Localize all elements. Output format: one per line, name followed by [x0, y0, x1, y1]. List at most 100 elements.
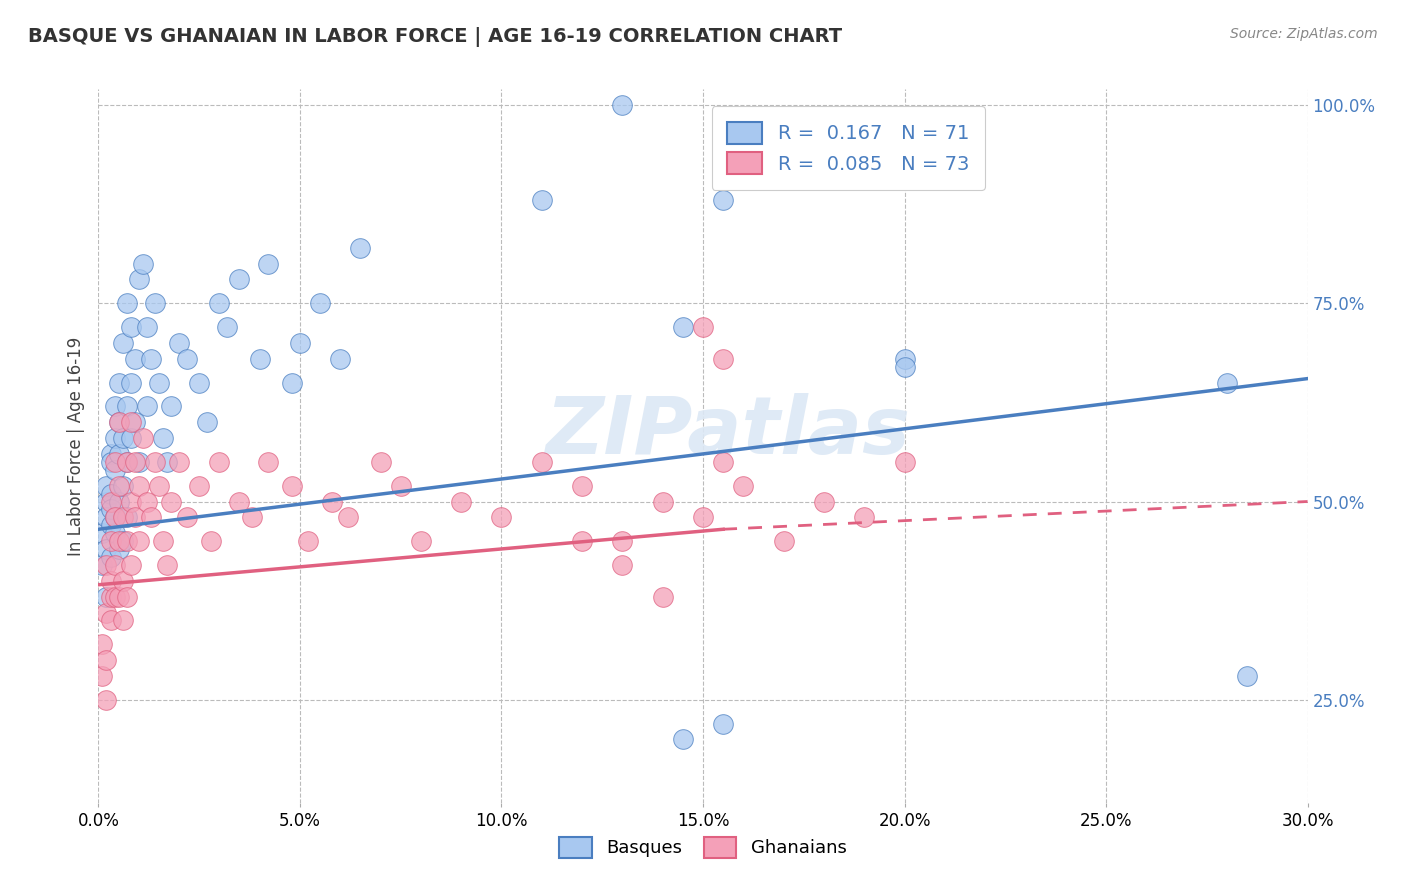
Point: [100, 574, 122, 588]
Point: [103, 510, 125, 524]
Point: [107, 590, 129, 604]
Point: [100, 455, 122, 469]
Legend: Basques, Ghanaians: Basques, Ghanaians: [553, 830, 853, 865]
Point: [132, 257, 155, 271]
Point: [96, 590, 118, 604]
Point: [100, 494, 122, 508]
Point: [96, 478, 118, 492]
Point: [107, 415, 129, 429]
Point: [281, 376, 304, 390]
Text: Source: ZipAtlas.com: Source: ZipAtlas.com: [1230, 27, 1378, 41]
Point: [100, 447, 122, 461]
Point: [152, 534, 174, 549]
Point: [188, 376, 211, 390]
Point: [297, 534, 319, 549]
Point: [115, 296, 138, 310]
Point: [100, 534, 122, 549]
Point: [321, 494, 343, 508]
Point: [100, 549, 122, 564]
Point: [148, 478, 170, 492]
Point: [107, 376, 129, 390]
Point: [893, 359, 915, 374]
Point: [409, 534, 432, 549]
Point: [103, 590, 125, 604]
Point: [103, 463, 125, 477]
Point: [337, 510, 360, 524]
Point: [672, 732, 695, 747]
Point: [139, 351, 162, 366]
Point: [160, 494, 183, 508]
Point: [111, 510, 134, 524]
Point: [167, 455, 190, 469]
Point: [208, 296, 231, 310]
Point: [103, 431, 125, 445]
Point: [103, 558, 125, 572]
Point: [651, 590, 673, 604]
Point: [124, 351, 146, 366]
Point: [124, 455, 146, 469]
Point: [128, 455, 150, 469]
Point: [120, 415, 142, 429]
Point: [115, 455, 138, 469]
Point: [107, 534, 129, 549]
Point: [450, 494, 472, 508]
Point: [135, 494, 157, 508]
Point: [115, 510, 138, 524]
Point: [135, 320, 157, 334]
Point: [143, 455, 166, 469]
Text: ZIPatlas: ZIPatlas: [544, 392, 910, 471]
Point: [893, 351, 915, 366]
Point: [571, 534, 593, 549]
Point: [100, 590, 122, 604]
Point: [107, 447, 129, 461]
Point: [103, 526, 125, 541]
Point: [120, 376, 142, 390]
Point: [120, 494, 142, 508]
Point: [692, 320, 714, 334]
Point: [115, 455, 138, 469]
Point: [124, 415, 146, 429]
Point: [692, 510, 714, 524]
Point: [96, 510, 118, 524]
Y-axis label: In Labor Force | Age 16-19: In Labor Force | Age 16-19: [66, 336, 84, 556]
Point: [148, 376, 170, 390]
Point: [124, 510, 146, 524]
Point: [115, 534, 138, 549]
Point: [128, 272, 150, 286]
Text: BASQUE VS GHANAIAN IN LABOR FORCE | AGE 16-19 CORRELATION CHART: BASQUE VS GHANAIAN IN LABOR FORCE | AGE …: [28, 27, 842, 46]
Point: [612, 534, 634, 549]
Point: [612, 98, 634, 112]
Point: [208, 455, 231, 469]
Point: [228, 494, 250, 508]
Point: [156, 455, 179, 469]
Point: [281, 478, 304, 492]
Point: [91, 637, 114, 651]
Point: [256, 257, 278, 271]
Point: [389, 478, 412, 492]
Point: [711, 455, 734, 469]
Point: [853, 510, 876, 524]
Point: [96, 692, 118, 706]
Point: [96, 494, 118, 508]
Point: [195, 415, 218, 429]
Point: [893, 455, 915, 469]
Point: [96, 606, 118, 620]
Point: [96, 653, 118, 667]
Point: [200, 534, 222, 549]
Point: [111, 574, 134, 588]
Point: [188, 478, 211, 492]
Point: [111, 614, 134, 628]
Point: [711, 351, 734, 366]
Point: [139, 510, 162, 524]
Point: [571, 478, 593, 492]
Point: [491, 510, 513, 524]
Point: [530, 193, 553, 207]
Point: [115, 590, 138, 604]
Point: [288, 335, 311, 350]
Point: [132, 431, 155, 445]
Point: [329, 351, 352, 366]
Point: [1216, 376, 1239, 390]
Point: [1236, 669, 1258, 683]
Point: [107, 478, 129, 492]
Point: [167, 335, 190, 350]
